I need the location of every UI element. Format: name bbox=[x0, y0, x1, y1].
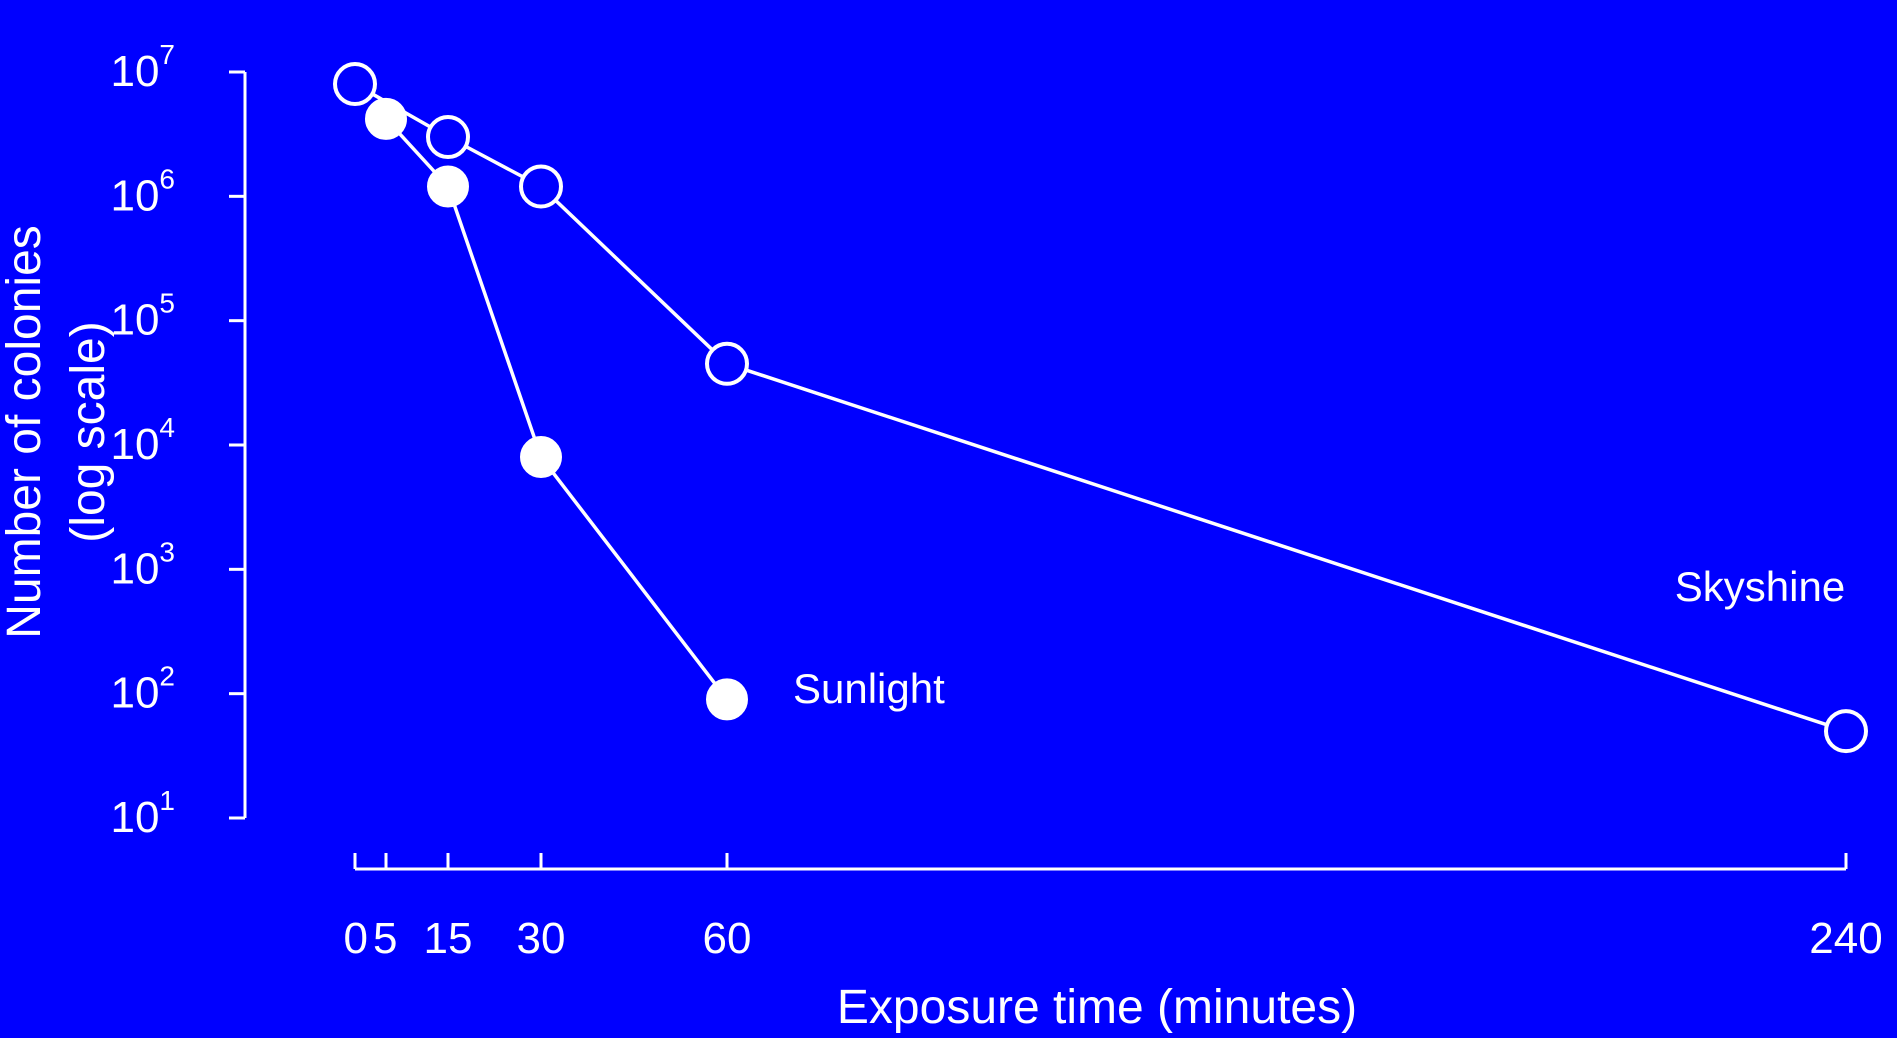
x-tick-label: 240 bbox=[1809, 914, 1882, 963]
sunlight-line bbox=[384, 117, 729, 701]
skyshine-point bbox=[519, 164, 563, 209]
x-tick-label: 60 bbox=[703, 914, 752, 963]
sunlight-point bbox=[706, 678, 748, 721]
skyshine-point bbox=[1824, 709, 1868, 754]
skyshine-series-label: Skyshine bbox=[1675, 563, 1845, 610]
y-axis: 101 102 103 104 105 106 107 bbox=[110, 39, 247, 842]
series-layer bbox=[333, 62, 1868, 754]
skyshine-point bbox=[705, 341, 749, 386]
skyshine-point bbox=[426, 115, 470, 160]
y-tick-label: 107 bbox=[110, 39, 175, 96]
y-tick-label: 101 bbox=[110, 785, 175, 842]
y-tick-label: 102 bbox=[110, 661, 175, 718]
y-tick-label: 105 bbox=[110, 288, 175, 345]
y-axis-title-line1: Number of colonies bbox=[0, 225, 51, 639]
x-tick-label: 15 bbox=[424, 914, 473, 963]
sunlight-point bbox=[520, 436, 562, 479]
x-tick-label: 5 bbox=[373, 914, 397, 963]
labels-layer: Exposure time (minutes) Number of colonie… bbox=[0, 225, 1845, 1034]
x-axis: 0 5 15 30 60 240 bbox=[344, 853, 1883, 963]
skyshine-line bbox=[354, 82, 1847, 733]
y-axis-title-line2: (log scale) bbox=[62, 321, 115, 542]
sunlight-point bbox=[427, 165, 469, 208]
x-axis-title: Exposure time (minutes) bbox=[837, 981, 1357, 1034]
sunlight-series-label: Sunlight bbox=[793, 665, 945, 712]
x-tick-label: 30 bbox=[517, 914, 566, 963]
x-tick-label: 0 bbox=[344, 914, 368, 963]
sunlight-point bbox=[365, 97, 407, 140]
y-tick-label: 103 bbox=[110, 536, 175, 593]
y-tick-label: 106 bbox=[110, 163, 175, 220]
y-tick-label: 104 bbox=[110, 412, 175, 469]
skyshine-point bbox=[333, 62, 377, 107]
